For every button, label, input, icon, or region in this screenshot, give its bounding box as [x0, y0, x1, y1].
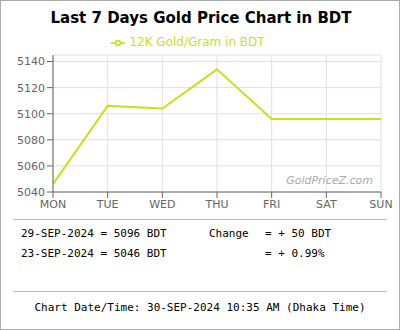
- html-text:23-SEP-2024 = 5046 BDT: 23-SEP-2024 = 5046 BDT: [21, 247, 167, 260]
- svg-text:5040: 5040: [17, 186, 45, 199]
- html-text:= + 50 BDT: = + 50 BDT: [265, 227, 332, 240]
- svg-text:THU: THU: [204, 198, 228, 211]
- html-text:GoldPriceZ.com: GoldPriceZ.com: [286, 174, 373, 187]
- html-text:12K Gold/Gram in BDT: 12K Gold/Gram in BDT: [129, 35, 265, 49]
- svg-text:5080: 5080: [17, 134, 45, 147]
- svg-text:TUE: TUE: [96, 198, 119, 211]
- svg-text:FRI: FRI: [263, 198, 280, 211]
- html-text:Last 7 Days Gold Price Chart i: Last 7 Days Gold Price Chart in BDT: [50, 9, 352, 27]
- html-text:Chart Date/Time: 30-SEP-2024 1: Chart Date/Time: 30-SEP-2024 10:35 AM (D…: [34, 301, 366, 314]
- svg-text:SAT: SAT: [316, 198, 337, 211]
- svg-text:MON: MON: [40, 198, 66, 211]
- svg-text:5060: 5060: [17, 160, 45, 173]
- svg-text:5100: 5100: [17, 108, 45, 121]
- html-text:= + 0.99%: = + 0.99%: [265, 247, 325, 260]
- html-text:Change: Change: [209, 227, 249, 240]
- svg-text:WED: WED: [149, 198, 175, 211]
- svg-text:5120: 5120: [17, 82, 45, 95]
- svg-text:SUN: SUN: [369, 198, 392, 211]
- html-text:29-SEP-2024 = 5096 BDT: 29-SEP-2024 = 5096 BDT: [21, 227, 167, 240]
- svg-text:5140: 5140: [17, 55, 45, 68]
